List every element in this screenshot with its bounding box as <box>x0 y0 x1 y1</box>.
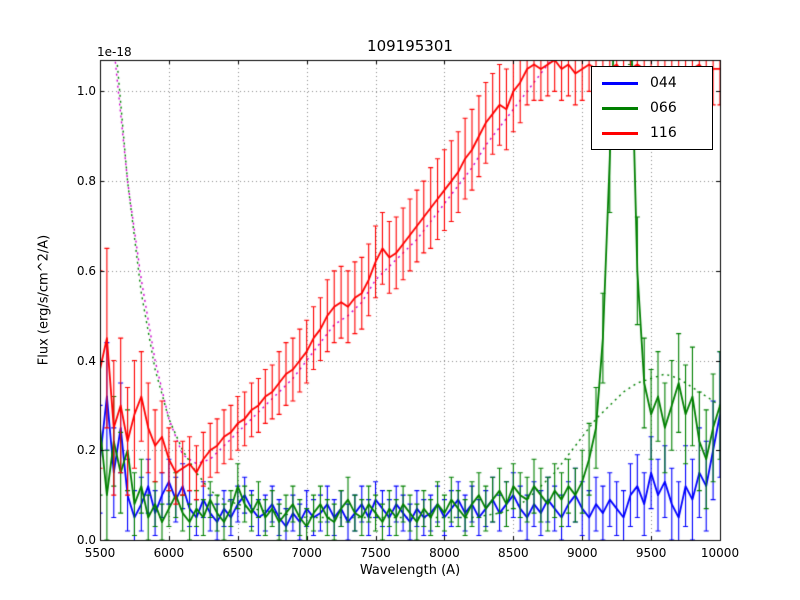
y-tick-label: 0.8 <box>76 174 96 189</box>
x-axis-label: Wavelength (A) <box>359 563 461 578</box>
x-tick-label: 5500 <box>84 546 116 560</box>
y-tick-label: 0.4 <box>76 353 96 368</box>
legend-label: 066 <box>650 100 677 116</box>
y-axis-offset-label: 1e-18 <box>97 45 132 59</box>
y-axis-label: Flux (erg/s/cm^2/A) <box>36 234 52 366</box>
x-tick-label: 6000 <box>153 546 185 560</box>
legend-line-swatch <box>602 106 638 110</box>
y-tick-label: 0.2 <box>76 443 96 458</box>
legend-line-swatch <box>602 81 638 85</box>
legend-item-066: 066 <box>602 101 698 115</box>
legend-label: 044 <box>650 75 677 91</box>
x-tick-label: 10000 <box>700 546 740 560</box>
y-tick-label: 1.0 <box>76 84 96 99</box>
x-tick-label: 8000 <box>429 546 460 560</box>
legend: 044 066 116 <box>591 66 713 150</box>
x-tick-label: 8500 <box>498 546 529 560</box>
x-tick-label: 7500 <box>360 546 391 560</box>
plot-title: 109195301 <box>367 37 453 55</box>
x-tick-label: 9000 <box>566 546 598 560</box>
y-tick-label: 0.6 <box>76 263 96 278</box>
x-tick-label: 6500 <box>222 546 254 560</box>
legend-item-044: 044 <box>602 76 698 90</box>
y-tick-label: 0.0 <box>76 533 96 547</box>
x-tick-label: 7000 <box>291 546 322 560</box>
legend-line-swatch <box>602 131 638 135</box>
legend-item-116: 116 <box>602 126 698 140</box>
x-tick-label: 9500 <box>635 546 667 560</box>
legend-label: 116 <box>650 125 677 141</box>
